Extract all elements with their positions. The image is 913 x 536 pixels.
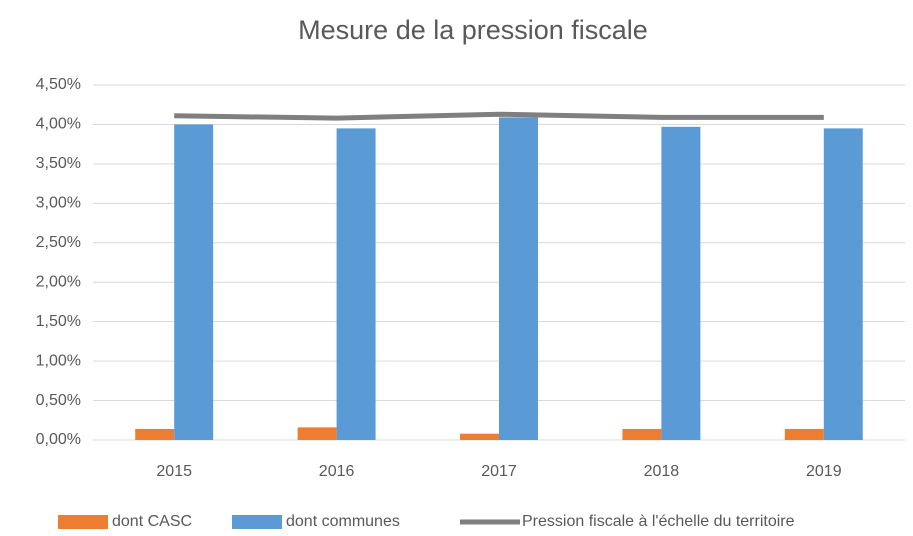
x-tick-label: 2018: [644, 463, 680, 480]
y-tick-label: 1,50%: [36, 313, 81, 330]
y-tick-label: 0,00%: [36, 431, 81, 448]
line: [174, 111, 824, 121]
legend-swatch: [58, 515, 108, 529]
x-tick-label: 2019: [806, 463, 842, 480]
bar: [135, 428, 175, 440]
x-tick-label: 2017: [481, 463, 517, 480]
y-tick-label: 2,00%: [36, 273, 81, 290]
bar: [661, 126, 701, 441]
bar: [460, 433, 499, 440]
bar: [336, 128, 376, 440]
y-tick-label: 4,50%: [36, 76, 81, 93]
bar: [297, 427, 337, 440]
y-tick-label: 4,00%: [36, 116, 81, 133]
y-tick-label: 2,50%: [36, 234, 81, 251]
legend-label: dont CASC: [112, 513, 192, 530]
bar: [174, 124, 214, 440]
y-tick-label: 1,00%: [36, 352, 81, 369]
legend-label: Pression fiscale à l'échelle du territoi…: [522, 513, 795, 530]
y-tick-label: 0,50%: [36, 392, 81, 409]
chart-title: Mesure de la pression fiscale: [298, 15, 648, 45]
bar: [622, 428, 662, 440]
y-tick-label: 3,50%: [36, 155, 81, 172]
bar: [499, 117, 538, 440]
legend-label: dont communes: [286, 513, 400, 530]
bar: [823, 128, 863, 440]
y-tick-label: 3,00%: [36, 195, 81, 212]
legend-swatch: [232, 515, 282, 529]
x-tick-label: 2016: [319, 463, 355, 480]
x-tick-label: 2015: [156, 463, 192, 480]
bar: [784, 428, 824, 440]
